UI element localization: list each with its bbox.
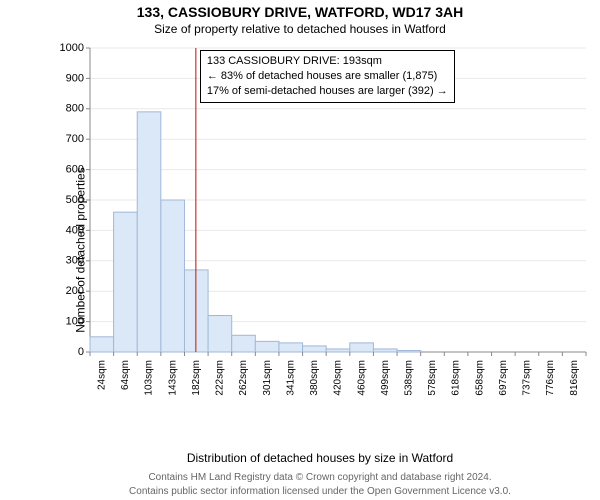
copyright-line-1: Contains HM Land Registry data © Crown c… — [50, 471, 590, 484]
histogram-bar — [137, 112, 161, 352]
chart-container: 133, CASSIOBURY DRIVE, WATFORD, WD17 3AH… — [0, 0, 600, 500]
svg-text:460sqm: 460sqm — [356, 360, 367, 396]
histogram-bar — [114, 212, 138, 352]
svg-text:618sqm: 618sqm — [451, 360, 462, 396]
svg-text:700: 700 — [66, 133, 84, 145]
svg-text:300: 300 — [66, 255, 84, 267]
svg-text:380sqm: 380sqm — [309, 360, 320, 396]
svg-text:800: 800 — [66, 103, 84, 115]
svg-text:24sqm: 24sqm — [96, 360, 107, 390]
histogram-bar — [326, 349, 350, 352]
svg-text:0: 0 — [78, 346, 84, 358]
svg-text:1000: 1000 — [60, 42, 84, 54]
histogram-bar — [397, 350, 421, 352]
page-title: 133, CASSIOBURY DRIVE, WATFORD, WD17 3AH — [0, 4, 600, 20]
svg-text:301sqm: 301sqm — [262, 360, 273, 396]
page-subtitle: Size of property relative to detached ho… — [0, 22, 600, 36]
svg-text:776sqm: 776sqm — [545, 360, 556, 396]
svg-text:538sqm: 538sqm — [403, 360, 414, 396]
x-axis-label: Distribution of detached houses by size … — [50, 451, 590, 465]
svg-text:600: 600 — [66, 164, 84, 176]
svg-text:64sqm: 64sqm — [120, 360, 131, 390]
svg-text:816sqm: 816sqm — [569, 360, 580, 396]
svg-text:100: 100 — [66, 316, 84, 328]
svg-text:182sqm: 182sqm — [191, 360, 202, 396]
svg-text:222sqm: 222sqm — [215, 360, 226, 396]
histogram-bar — [161, 200, 185, 352]
svg-text:200: 200 — [66, 285, 84, 297]
svg-text:103sqm: 103sqm — [144, 360, 155, 396]
svg-text:143sqm: 143sqm — [167, 360, 178, 396]
svg-text:500: 500 — [66, 194, 84, 206]
histogram-bar — [350, 343, 374, 352]
histogram-bar — [90, 337, 114, 352]
plot-area: 0 100 200 300 400 500 600 700 800 900 1000 24sqm 64s… — [60, 40, 590, 400]
histogram-bar — [255, 341, 279, 352]
svg-text:499sqm: 499sqm — [380, 360, 391, 396]
histogram-bar — [232, 335, 256, 352]
annotation-line-1: 133 CASSIOBURY DRIVE: 193sqm — [207, 54, 448, 69]
svg-text:400: 400 — [66, 224, 84, 236]
svg-text:697sqm: 697sqm — [498, 360, 509, 396]
svg-text:420sqm: 420sqm — [333, 360, 344, 396]
svg-text:900: 900 — [66, 72, 84, 84]
histogram-bar — [208, 316, 232, 352]
histogram-bar — [373, 349, 397, 352]
svg-text:737sqm: 737sqm — [522, 360, 533, 396]
copyright-line-2: Contains public sector information licen… — [50, 485, 590, 498]
annotation-line-2: ← 83% of detached houses are smaller (1,… — [207, 69, 448, 84]
histogram-bar — [279, 343, 303, 352]
annotation-box: 133 CASSIOBURY DRIVE: 193sqm ← 83% of de… — [200, 50, 455, 103]
svg-text:578sqm: 578sqm — [427, 360, 438, 396]
svg-text:658sqm: 658sqm — [474, 360, 485, 396]
svg-text:341sqm: 341sqm — [285, 360, 296, 396]
annotation-line-3: 17% of semi-detached houses are larger (… — [207, 84, 448, 99]
svg-text:262sqm: 262sqm — [238, 360, 249, 396]
histogram-bar — [303, 346, 327, 352]
